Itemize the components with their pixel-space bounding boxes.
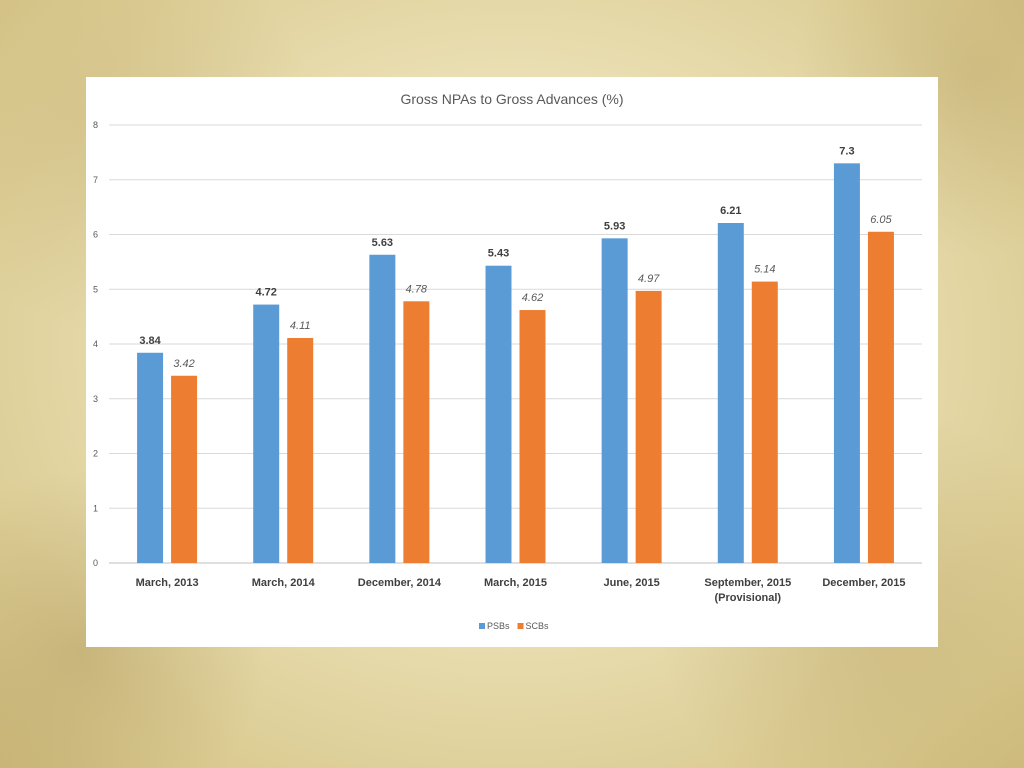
bar-psbs xyxy=(833,163,860,563)
legend-swatch xyxy=(479,623,485,629)
x-category-label: December, 2014 xyxy=(358,577,442,589)
x-category-label: March, 2013 xyxy=(136,577,199,589)
bar-chart: Gross NPAs to Gross Advances (%) 0 1 2 3 4 5 6… xyxy=(93,91,922,631)
y-axis-ticks: 0 1 2 3 4 5 6 7 8 xyxy=(93,120,98,568)
y-tick-label: 6 xyxy=(93,230,98,240)
bar-psbs xyxy=(717,223,744,563)
data-label-psbs: 3.84 xyxy=(139,335,161,347)
x-category-label: September, 2015 (Provisional) xyxy=(704,577,791,604)
y-tick-label: 2 xyxy=(93,449,98,459)
data-label-psbs: 5.43 xyxy=(488,248,509,260)
x-category-label: March, 2015 xyxy=(484,577,547,589)
bar-psbs xyxy=(137,352,164,563)
data-label-scbs: 4.97 xyxy=(638,273,660,285)
data-label-scbs: 6.05 xyxy=(870,214,892,226)
bar-psbs xyxy=(369,254,396,563)
x-category-label: March, 2014 xyxy=(252,577,316,589)
bar-psbs xyxy=(601,238,628,563)
bar-psbs xyxy=(253,304,280,563)
y-tick-label: 5 xyxy=(93,284,98,294)
chart-card: Gross NPAs to Gross Advances (%) 0 1 2 3 4 5 6… xyxy=(86,77,938,647)
data-label-psbs: 7.3 xyxy=(839,145,854,157)
bar-scbs xyxy=(403,301,430,563)
bar-psbs xyxy=(485,265,512,563)
bars xyxy=(137,163,894,563)
bar-scbs xyxy=(171,375,198,563)
bar-scbs xyxy=(287,337,314,563)
legend-swatch xyxy=(517,623,524,629)
y-tick-label: 8 xyxy=(93,120,98,130)
y-tick-label: 0 xyxy=(93,558,98,568)
data-label-scbs: 4.11 xyxy=(290,320,311,332)
bar-scbs xyxy=(751,281,778,563)
data-label-scbs: 4.78 xyxy=(406,283,428,295)
data-labels: 3.84 3.42 4.72 4.11 5.63 4.78 5.43 4.62 5.93 4.97… xyxy=(139,145,892,369)
data-label-psbs: 6.21 xyxy=(720,205,741,217)
data-label-scbs: 5.14 xyxy=(754,264,775,276)
data-label-psbs: 5.93 xyxy=(604,220,625,232)
data-label-psbs: 4.72 xyxy=(256,287,277,299)
bar-scbs xyxy=(867,231,894,563)
legend-label: SCBs xyxy=(526,621,550,631)
data-label-scbs: 4.62 xyxy=(522,292,543,304)
x-axis-labels: March, 2013 March, 2014 December, 2014 Marc… xyxy=(136,577,906,604)
gridlines xyxy=(109,124,922,564)
data-label-scbs: 3.42 xyxy=(173,358,194,370)
legend: PSBs SCBs xyxy=(479,621,549,631)
chart-title: Gross NPAs to Gross Advances (%) xyxy=(400,91,623,107)
legend-label: PSBs xyxy=(487,621,510,631)
y-tick-label: 7 xyxy=(93,175,98,185)
y-tick-label: 1 xyxy=(93,503,98,513)
x-category-label: June, 2015 xyxy=(604,577,660,589)
bar-scbs xyxy=(635,290,662,563)
y-tick-label: 4 xyxy=(93,339,98,349)
x-category-label: December, 2015 xyxy=(822,577,905,589)
y-tick-label: 3 xyxy=(93,394,98,404)
bar-scbs xyxy=(519,310,546,563)
data-label-psbs: 5.63 xyxy=(372,237,393,249)
